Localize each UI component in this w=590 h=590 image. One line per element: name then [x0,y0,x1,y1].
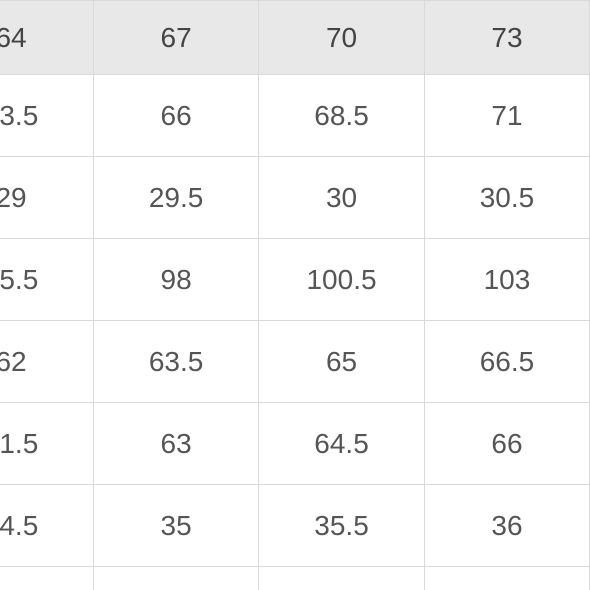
table-cell: 63 [94,403,259,485]
table-cell: 71 [424,75,589,157]
table-cell: 61.5 [0,403,94,485]
table-header-cell: 67 [94,1,259,75]
table-cell: 100.5 [259,239,425,321]
table-row: 62 63.5 65 66.5 [0,321,590,403]
table-cell: 66 [94,75,259,157]
table-row: 95.5 98 100.5 103 [0,239,590,321]
table-cell: 103 [424,239,589,321]
table-header-cell: 73 [424,1,589,75]
table-viewport: 64 67 70 73 63.5 66 68.5 71 29 29.5 30 3 [0,0,590,590]
table-cell [94,567,259,590]
table-cell: 34.5 [0,485,94,567]
table-row: 34.5 35 35.5 36 [0,485,590,567]
size-table: 64 67 70 73 63.5 66 68.5 71 29 29.5 30 3 [0,0,590,590]
table-cell: 95.5 [0,239,94,321]
table-row: 63.5 66 68.5 71 [0,75,590,157]
table-row [0,567,590,590]
table-cell: 29.5 [94,157,259,239]
table-cell: 63.5 [94,321,259,403]
table-cell: 66.5 [424,321,589,403]
table-header-cell: 64 [0,1,94,75]
table-cell: 66 [424,403,589,485]
table-cell: 29 [0,157,94,239]
table-row: 61.5 63 64.5 66 [0,403,590,485]
table-cell: 68.5 [259,75,425,157]
table-header-cell: 70 [259,1,425,75]
table-row: 29 29.5 30 30.5 [0,157,590,239]
table-cell: 62 [0,321,94,403]
table-cell: 63.5 [0,75,94,157]
table-cell: 98 [94,239,259,321]
table-cell [259,567,425,590]
table-cell: 65 [259,321,425,403]
table-cell: 35 [94,485,259,567]
table-cell: 35.5 [259,485,425,567]
table-cell: 30.5 [424,157,589,239]
table-header-row: 64 67 70 73 [0,1,590,75]
table-cell [0,567,94,590]
table-cell: 36 [424,485,589,567]
table-scroll-container: 64 67 70 73 63.5 66 68.5 71 29 29.5 30 3 [0,0,590,590]
table-cell: 64.5 [259,403,425,485]
table-cell: 30 [259,157,425,239]
table-cell [424,567,589,590]
